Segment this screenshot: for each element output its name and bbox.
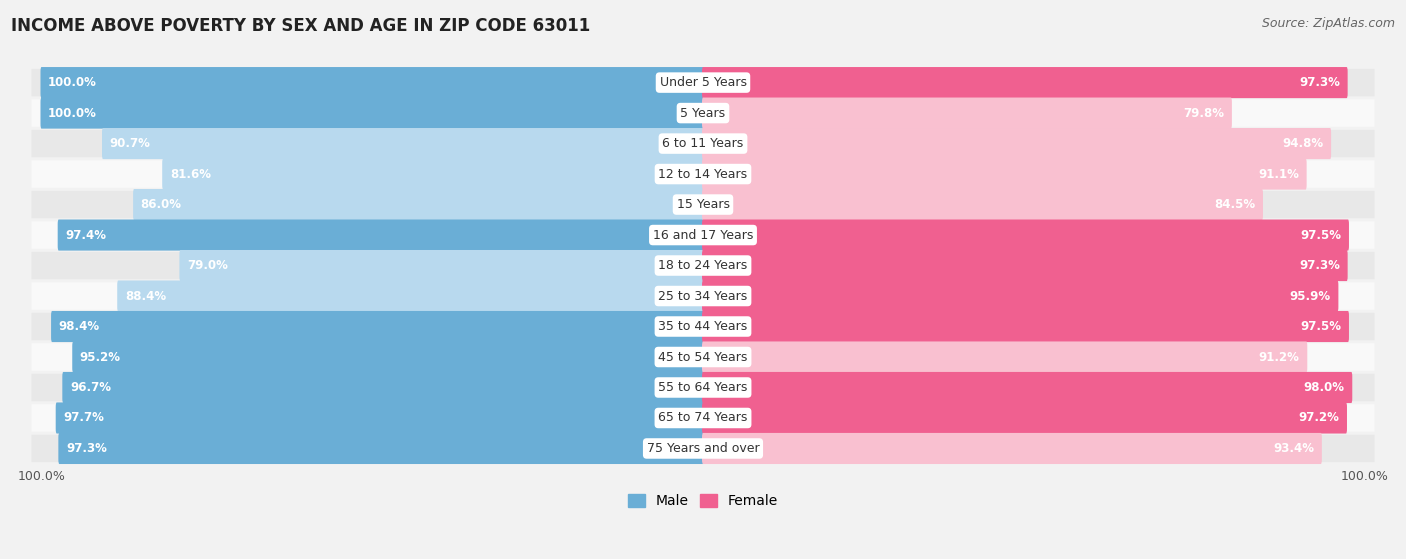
Text: 81.6%: 81.6% xyxy=(170,168,211,181)
FancyBboxPatch shape xyxy=(702,433,1322,464)
FancyBboxPatch shape xyxy=(180,250,704,281)
Text: 93.4%: 93.4% xyxy=(1274,442,1315,455)
Text: 97.3%: 97.3% xyxy=(1299,76,1340,89)
FancyBboxPatch shape xyxy=(31,221,1375,249)
Legend: Male, Female: Male, Female xyxy=(623,489,783,514)
FancyBboxPatch shape xyxy=(41,97,704,129)
Text: Source: ZipAtlas.com: Source: ZipAtlas.com xyxy=(1261,17,1395,30)
FancyBboxPatch shape xyxy=(31,313,1375,340)
Text: 25 to 34 Years: 25 to 34 Years xyxy=(658,290,748,302)
Text: 65 to 74 Years: 65 to 74 Years xyxy=(658,411,748,424)
FancyBboxPatch shape xyxy=(58,220,704,250)
Text: 97.3%: 97.3% xyxy=(66,442,107,455)
FancyBboxPatch shape xyxy=(31,374,1375,401)
Text: 91.2%: 91.2% xyxy=(1258,350,1299,363)
Text: 100.0%: 100.0% xyxy=(17,471,66,484)
FancyBboxPatch shape xyxy=(702,342,1308,372)
FancyBboxPatch shape xyxy=(162,159,704,190)
FancyBboxPatch shape xyxy=(41,67,704,98)
FancyBboxPatch shape xyxy=(702,372,1353,403)
Text: 84.5%: 84.5% xyxy=(1215,198,1256,211)
FancyBboxPatch shape xyxy=(31,191,1375,218)
Text: 55 to 64 Years: 55 to 64 Years xyxy=(658,381,748,394)
FancyBboxPatch shape xyxy=(31,69,1375,96)
FancyBboxPatch shape xyxy=(117,281,704,311)
FancyBboxPatch shape xyxy=(31,343,1375,371)
Text: 97.3%: 97.3% xyxy=(1299,259,1340,272)
FancyBboxPatch shape xyxy=(31,160,1375,188)
FancyBboxPatch shape xyxy=(31,130,1375,157)
Text: 97.5%: 97.5% xyxy=(1301,229,1341,241)
Text: 79.0%: 79.0% xyxy=(187,259,228,272)
FancyBboxPatch shape xyxy=(702,250,1347,281)
Text: 95.2%: 95.2% xyxy=(80,350,121,363)
FancyBboxPatch shape xyxy=(702,311,1348,342)
Text: Under 5 Years: Under 5 Years xyxy=(659,76,747,89)
FancyBboxPatch shape xyxy=(51,311,704,342)
Text: 100.0%: 100.0% xyxy=(48,107,97,120)
Text: 94.8%: 94.8% xyxy=(1282,137,1323,150)
Text: 91.1%: 91.1% xyxy=(1258,168,1299,181)
FancyBboxPatch shape xyxy=(702,220,1348,250)
Text: INCOME ABOVE POVERTY BY SEX AND AGE IN ZIP CODE 63011: INCOME ABOVE POVERTY BY SEX AND AGE IN Z… xyxy=(11,17,591,35)
Text: 95.9%: 95.9% xyxy=(1289,290,1330,302)
FancyBboxPatch shape xyxy=(31,404,1375,432)
Text: 6 to 11 Years: 6 to 11 Years xyxy=(662,137,744,150)
Text: 16 and 17 Years: 16 and 17 Years xyxy=(652,229,754,241)
FancyBboxPatch shape xyxy=(31,282,1375,310)
Text: 5 Years: 5 Years xyxy=(681,107,725,120)
Text: 98.0%: 98.0% xyxy=(1303,381,1344,394)
Text: 98.4%: 98.4% xyxy=(59,320,100,333)
Text: 97.5%: 97.5% xyxy=(1301,320,1341,333)
Text: 75 Years and over: 75 Years and over xyxy=(647,442,759,455)
FancyBboxPatch shape xyxy=(103,128,704,159)
Text: 97.2%: 97.2% xyxy=(1299,411,1340,424)
Text: 100.0%: 100.0% xyxy=(48,76,97,89)
FancyBboxPatch shape xyxy=(31,252,1375,280)
FancyBboxPatch shape xyxy=(702,97,1232,129)
FancyBboxPatch shape xyxy=(31,100,1375,127)
Text: 100.0%: 100.0% xyxy=(1340,471,1389,484)
FancyBboxPatch shape xyxy=(702,159,1306,190)
Text: 12 to 14 Years: 12 to 14 Years xyxy=(658,168,748,181)
FancyBboxPatch shape xyxy=(702,281,1339,311)
FancyBboxPatch shape xyxy=(702,189,1263,220)
Text: 86.0%: 86.0% xyxy=(141,198,181,211)
Text: 97.7%: 97.7% xyxy=(63,411,104,424)
Text: 18 to 24 Years: 18 to 24 Years xyxy=(658,259,748,272)
Text: 79.8%: 79.8% xyxy=(1184,107,1225,120)
FancyBboxPatch shape xyxy=(134,189,704,220)
FancyBboxPatch shape xyxy=(702,402,1347,434)
FancyBboxPatch shape xyxy=(31,435,1375,462)
Text: 97.4%: 97.4% xyxy=(65,229,107,241)
FancyBboxPatch shape xyxy=(72,342,704,372)
Text: 45 to 54 Years: 45 to 54 Years xyxy=(658,350,748,363)
FancyBboxPatch shape xyxy=(56,402,704,434)
FancyBboxPatch shape xyxy=(62,372,704,403)
FancyBboxPatch shape xyxy=(702,128,1331,159)
Text: 96.7%: 96.7% xyxy=(70,381,111,394)
FancyBboxPatch shape xyxy=(59,433,704,464)
FancyBboxPatch shape xyxy=(702,67,1347,98)
Text: 15 Years: 15 Years xyxy=(676,198,730,211)
Text: 35 to 44 Years: 35 to 44 Years xyxy=(658,320,748,333)
Text: 90.7%: 90.7% xyxy=(110,137,150,150)
Text: 88.4%: 88.4% xyxy=(125,290,166,302)
